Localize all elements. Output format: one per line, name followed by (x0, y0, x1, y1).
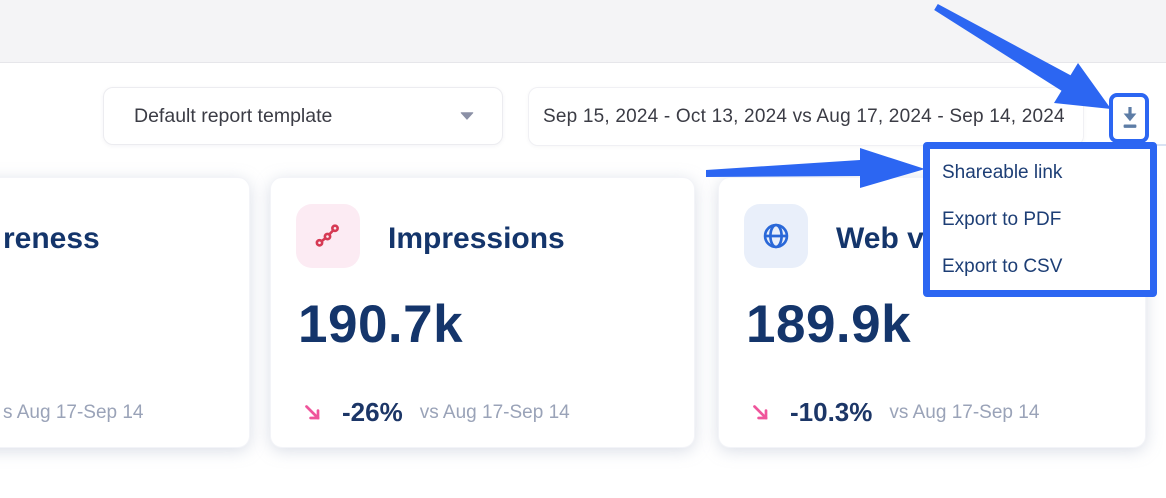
menu-item-export-csv[interactable]: Export to CSV (942, 255, 1063, 277)
chevron-down-icon (460, 112, 474, 120)
trend-down-icon (305, 404, 320, 419)
export-download-button[interactable] (1113, 96, 1147, 140)
metric-delta-row: -10.3% vs Aug 17-Sep 14 (749, 397, 1039, 428)
metric-compare: vs Aug 17-Sep 14 (419, 401, 570, 423)
metric-delta-row: -26% vs Aug 17-Sep 14 (301, 397, 570, 428)
date-range-picker[interactable]: Sep 15, 2024 - Oct 13, 2024 vs Aug 17, 2… (528, 87, 1084, 146)
export-menu: Shareable link Export to PDF Export to C… (923, 142, 1157, 297)
report-template-value: Default report template (134, 104, 333, 127)
scatter-route-icon (315, 224, 339, 247)
trend-down-icon (753, 404, 768, 419)
metric-delta: -10.3% (790, 397, 873, 427)
metric-value: 190.7k (298, 295, 464, 354)
menu-item-shareable-link[interactable]: Shareable link (942, 161, 1063, 183)
report-template-dropdown[interactable]: Default report template (103, 87, 503, 145)
metric-compare: vs Aug 17-Sep 14 (889, 401, 1040, 423)
metric-card-partial: reness s Aug 17-Sep 14 (0, 177, 250, 448)
top-bar (0, 0, 1166, 63)
metric-card-impressions: Impressions 190.7k -26% vs Aug 17-Sep 14 (270, 177, 695, 448)
metric-title: Impressions (388, 222, 565, 255)
metric-title-partial: reness (3, 222, 100, 255)
metric-value: 189.9k (746, 295, 912, 354)
globe-icon (763, 223, 789, 249)
metric-delta: -26% (342, 397, 403, 427)
web-visits-icon-box (744, 204, 808, 268)
download-icon (1123, 107, 1137, 128)
date-range-text: Sep 15, 2024 - Oct 13, 2024 vs Aug 17, 2… (543, 105, 1065, 127)
metric-compare-partial: s Aug 17-Sep 14 (3, 402, 144, 423)
impressions-icon-box (296, 204, 360, 268)
menu-item-export-pdf[interactable]: Export to PDF (942, 208, 1062, 230)
